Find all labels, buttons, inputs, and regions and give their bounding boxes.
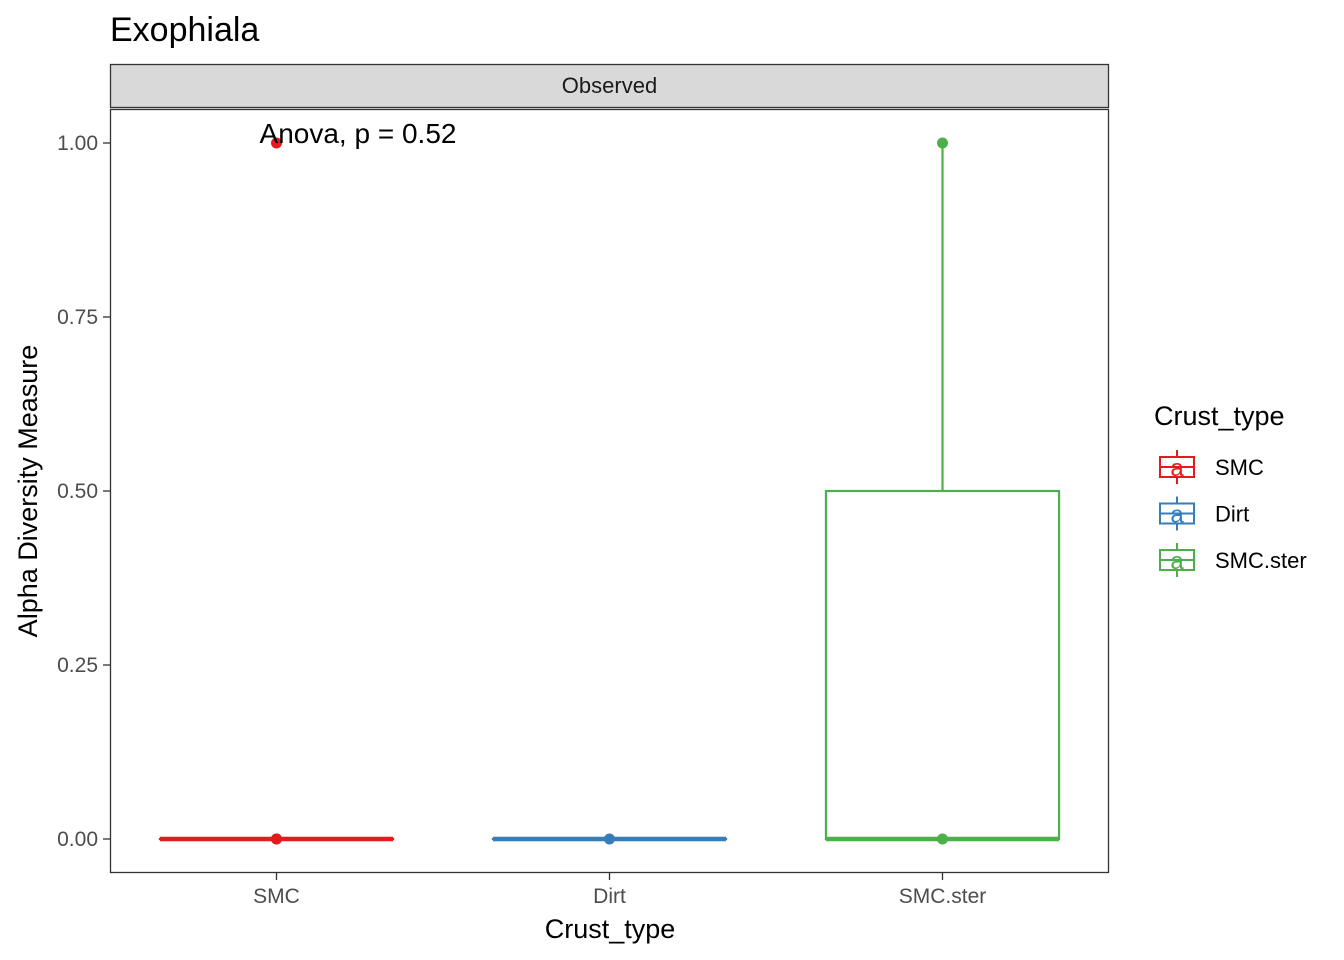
legend-item-smc: a SMC [1159,450,1264,484]
data-point [271,833,282,845]
legend-key-glyph: a [1170,455,1184,482]
x-axis-title: Crust_type [545,914,676,944]
chart-title: Exophiala [110,11,259,49]
axes: 0.00 0.25 0.50 0.75 1.00 SMC Dirt SMC.ster [57,132,986,908]
box-group-smc [158,137,395,845]
x-tick-label: SMC.ster [899,885,987,908]
legend-label: Dirt [1215,502,1249,527]
box-body [824,489,1061,841]
legend-item-smc-ster: a SMC.ster [1159,543,1307,577]
data-point [271,137,282,149]
facet-label: Observed [562,73,657,98]
data-point [937,137,948,149]
legend-key-glyph: a [1170,502,1184,529]
y-tick-label: 0.00 [57,828,98,851]
x-tick-label: Dirt [593,885,626,908]
data-point [604,833,615,845]
legend-title: Crust_type [1154,401,1285,431]
y-tick-label: 1.00 [57,132,98,155]
anova-annotation: Anova, p = 0.52 [260,118,457,149]
plot-area [158,137,1061,845]
legend-key-glyph: a [1170,548,1184,575]
legend-label: SMC.ster [1215,548,1307,573]
box-group-dirt [491,833,728,845]
panel-border [109,108,1110,874]
legend: Crust_type a SMC a Dirt a SMC.ster [1154,401,1307,577]
y-tick-label: 0.25 [57,654,98,677]
legend-item-dirt: a Dirt [1159,496,1249,531]
y-tick-label: 0.75 [57,306,98,329]
legend-label: SMC [1215,455,1264,480]
data-point [937,833,948,845]
x-tick-label: SMC [253,885,300,908]
facet-strip [109,63,1110,109]
box-group-smc-ster [824,137,1061,845]
y-tick-label: 0.50 [57,480,98,503]
y-axis-title: Alpha Diversity Measure [13,345,43,638]
